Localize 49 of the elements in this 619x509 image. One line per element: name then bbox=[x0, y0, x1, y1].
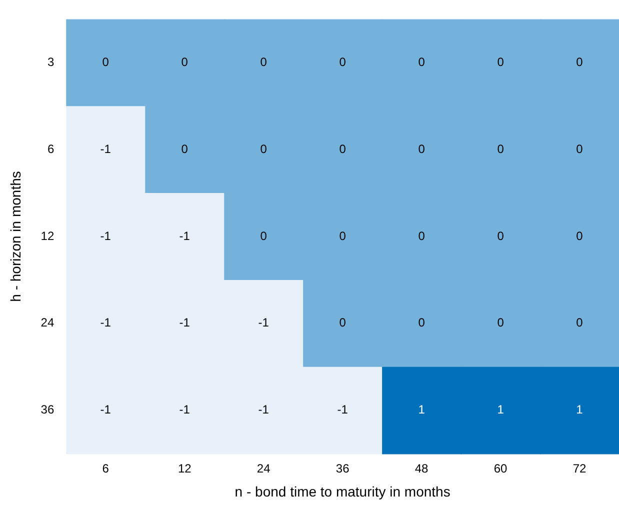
data-label: -1 bbox=[100, 228, 112, 243]
data-label: -1 bbox=[100, 402, 112, 417]
data-label: 1 bbox=[497, 402, 504, 417]
data-label: 0 bbox=[339, 54, 346, 69]
data-label: -1 bbox=[179, 402, 190, 417]
data-label: -1 bbox=[337, 402, 348, 417]
data-label: 0 bbox=[418, 228, 426, 243]
data-label: -1 bbox=[258, 402, 270, 417]
x-tick-label: 60 bbox=[494, 461, 508, 476]
data-label: 1 bbox=[576, 402, 584, 417]
data-label: 0 bbox=[339, 142, 346, 156]
data-label: 0 bbox=[102, 54, 110, 69]
x-tick-label: 72 bbox=[572, 461, 587, 476]
data-label: 0 bbox=[260, 54, 268, 69]
data-label: 0 bbox=[418, 142, 426, 156]
x-tick-label: 36 bbox=[336, 461, 350, 476]
data-label: -1 bbox=[100, 142, 112, 156]
x-tick-label: 12 bbox=[178, 461, 192, 476]
y-tick-label: 3 bbox=[47, 54, 54, 69]
data-label: 0 bbox=[418, 316, 426, 330]
data-label: 0 bbox=[497, 142, 504, 156]
data-label: -1 bbox=[258, 316, 270, 330]
data-label: -1 bbox=[179, 316, 190, 330]
data-label: -1 bbox=[179, 228, 190, 243]
y-axis-title: h - horizon in months bbox=[7, 171, 24, 302]
y-tick-label: 24 bbox=[40, 316, 54, 330]
data-label: 0 bbox=[339, 316, 346, 330]
data-label: 0 bbox=[260, 228, 268, 243]
data-label: 1 bbox=[418, 402, 426, 417]
data-label: -1 bbox=[100, 316, 112, 330]
data-label: 0 bbox=[576, 228, 584, 243]
x-tick-label: 6 bbox=[102, 461, 110, 476]
data-label: 0 bbox=[497, 54, 504, 69]
y-tick-label: 36 bbox=[40, 402, 54, 417]
data-label: 0 bbox=[497, 316, 504, 330]
data-label: 0 bbox=[576, 142, 584, 156]
x-axis-title: n - bond time to maturity in months bbox=[234, 483, 450, 500]
data-label: 0 bbox=[576, 54, 584, 69]
y-tick-label: 6 bbox=[47, 142, 54, 156]
x-tick-label: 48 bbox=[414, 461, 429, 476]
data-label: 0 bbox=[497, 228, 504, 243]
data-label: 0 bbox=[576, 316, 584, 330]
x-tick-label: 24 bbox=[256, 461, 271, 476]
data-label: 0 bbox=[181, 142, 188, 156]
data-label: 0 bbox=[339, 228, 346, 243]
data-label: 0 bbox=[181, 54, 188, 69]
y-tick-label: 12 bbox=[40, 228, 54, 243]
data-label: 0 bbox=[260, 142, 268, 156]
data-label: 0 bbox=[418, 54, 426, 69]
